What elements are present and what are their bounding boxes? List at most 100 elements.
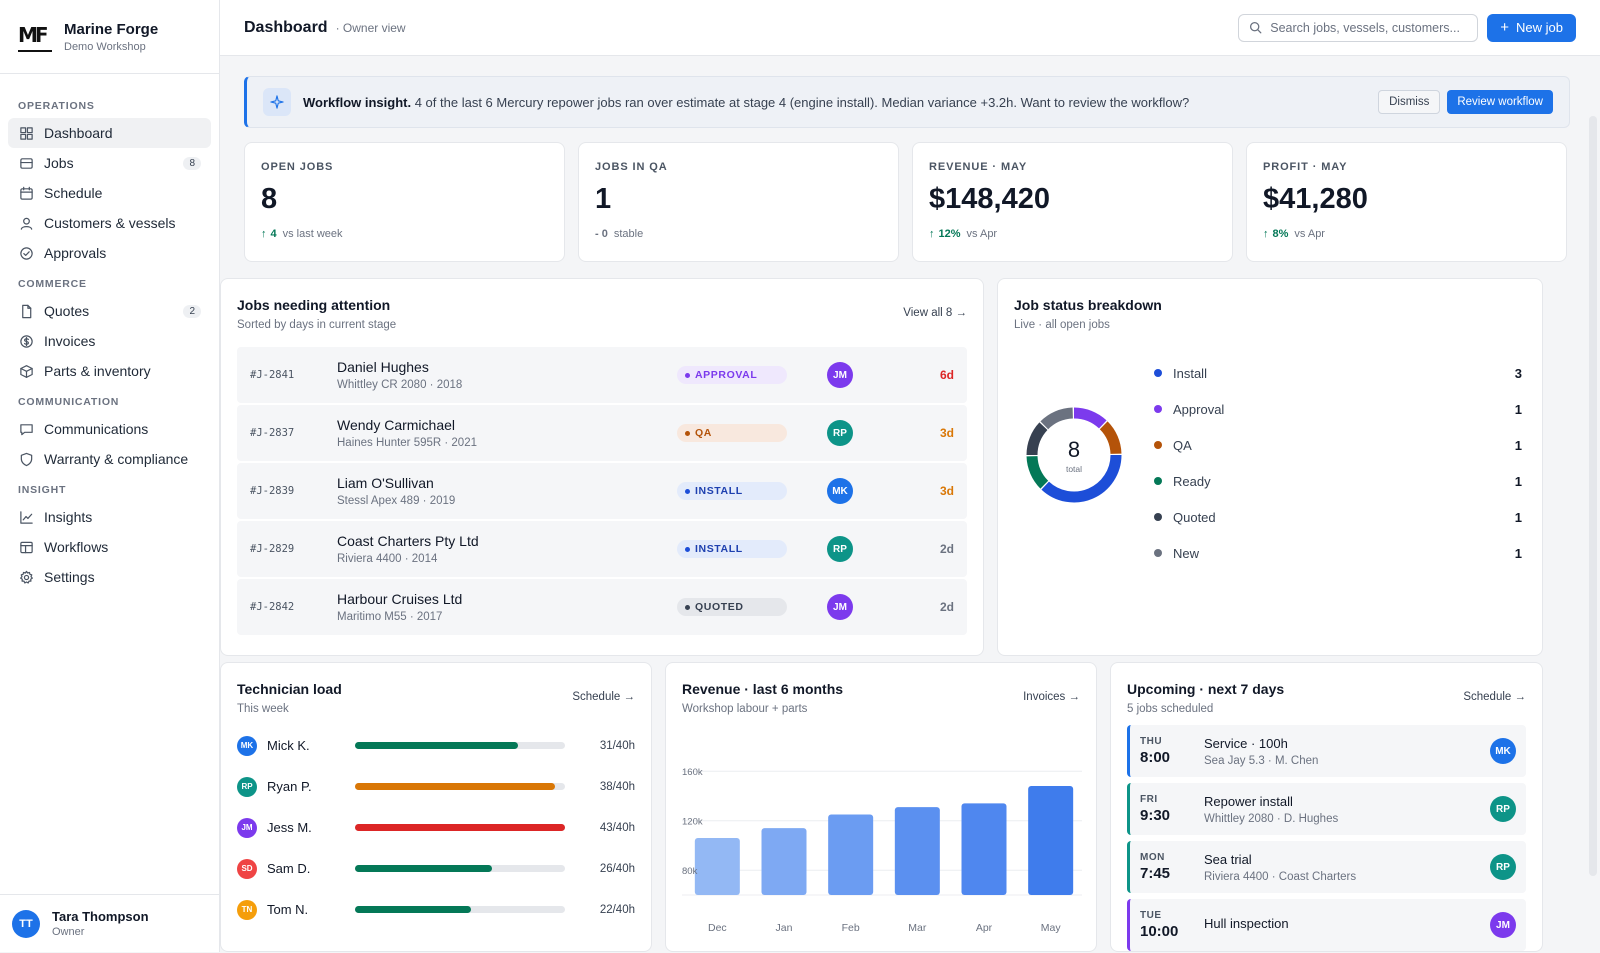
job-row[interactable]: #J-2842 Harbour Cruises Ltd Maritimo M55 ·… bbox=[237, 579, 967, 635]
card-title: Jobs needing attention bbox=[237, 297, 391, 313]
revenue-bar-feb[interactable] bbox=[828, 814, 874, 895]
load-bar bbox=[355, 906, 565, 913]
revenue-bar-apr[interactable] bbox=[961, 803, 1007, 895]
schedule-event[interactable]: TUE 10:00 Hull inspection JM bbox=[1127, 899, 1526, 951]
days-in-stage: 6d bbox=[939, 368, 954, 382]
avatar: MK bbox=[1490, 738, 1516, 764]
insight-title: Workflow insight. bbox=[303, 94, 412, 110]
sidebar-item-approvals[interactable]: Approvals bbox=[8, 238, 211, 268]
new-job-button[interactable]: + New job bbox=[1487, 13, 1576, 42]
job-row[interactable]: #J-2829 Coast Charters Pty Ltd Riviera 440… bbox=[237, 521, 967, 577]
sidebar-item-parts-inventory[interactable]: Parts & inventory bbox=[8, 356, 211, 386]
revenue-bar-dec[interactable] bbox=[694, 838, 740, 895]
user-profile[interactable]: TT Tara Thompson Owner bbox=[0, 894, 219, 952]
schedule-event[interactable]: MON 7:45 Sea trial Riviera 4400 · Coast Cha… bbox=[1127, 841, 1526, 893]
avatar: TT bbox=[12, 909, 40, 938]
donut-slice-ready[interactable] bbox=[1026, 455, 1049, 489]
job-row[interactable]: #J-2837 Wendy Carmichael Haines Hunter 595… bbox=[237, 405, 967, 461]
sidebar-nav: OPERATIONS Dashboard Jobs 8 Schedule Customer… bbox=[0, 74, 219, 592]
legend-item-qa[interactable]: QA 1 bbox=[1154, 427, 1522, 463]
card-title: Job status breakdown bbox=[1014, 297, 1162, 313]
donut-slice-approval[interactable] bbox=[1073, 407, 1107, 429]
invoices-link[interactable]: Invoices → bbox=[1023, 691, 1080, 703]
sidebar-item-label: Jobs bbox=[44, 155, 74, 171]
count-badge: 8 bbox=[183, 156, 201, 170]
technician-row[interactable]: TN Tom N. 22/40h bbox=[237, 889, 635, 930]
schedule-link[interactable]: Schedule → bbox=[1463, 691, 1526, 703]
user-role: Owner bbox=[52, 926, 85, 938]
sidebar-item-dashboard[interactable]: Dashboard bbox=[8, 118, 211, 148]
legend-label: Ready bbox=[1173, 473, 1211, 489]
job-info: Harbour Cruises Ltd Maritimo M55 · 2017 bbox=[337, 591, 677, 623]
avatar: JM bbox=[1490, 912, 1516, 938]
kpi-value: 8 bbox=[261, 183, 278, 215]
sidebar-item-workflows[interactable]: Workflows bbox=[8, 532, 211, 562]
event-subtitle: Riviera 4400 · Coast Charters bbox=[1204, 870, 1357, 883]
kpi-delta-value: - 0 bbox=[595, 228, 608, 240]
sidebar-item-customers-vessels[interactable]: Customers & vessels bbox=[8, 208, 211, 238]
sidebar-item-communications[interactable]: Communications bbox=[8, 414, 211, 444]
revenue-bar-may[interactable] bbox=[1028, 786, 1074, 895]
x-tick-label: Apr bbox=[976, 922, 993, 934]
job-row[interactable]: #J-2839 Liam O'Sullivan Stessl Apex 489 · … bbox=[237, 463, 967, 519]
scrollbar-thumb[interactable] bbox=[1589, 116, 1597, 876]
customer-name: Coast Charters Pty Ltd bbox=[337, 533, 479, 549]
technician-name: Ryan P. bbox=[267, 779, 312, 794]
job-row[interactable]: #J-2841 Daniel Hughes Whittley CR 2080 · 2… bbox=[237, 347, 967, 403]
y-tick-label: 120k bbox=[682, 817, 703, 828]
donut-slice-install[interactable] bbox=[1041, 454, 1122, 503]
event-info: Sea trial Riviera 4400 · Coast Charters bbox=[1204, 852, 1356, 883]
sidebar-item-quotes[interactable]: Quotes 2 bbox=[8, 296, 211, 326]
event-title: Hull inspection bbox=[1204, 915, 1289, 931]
sidebar-item-jobs[interactable]: Jobs 8 bbox=[8, 148, 211, 178]
event-day: MON bbox=[1140, 852, 1165, 863]
card-subtitle: Live · all open jobs bbox=[1014, 319, 1110, 331]
kpi-delta-number: - 0 bbox=[595, 228, 608, 240]
donut-slice-qa[interactable] bbox=[1099, 421, 1122, 455]
legend-label: Approval bbox=[1173, 401, 1225, 417]
legend-item-install[interactable]: Install 3 bbox=[1154, 355, 1522, 391]
load-bar bbox=[355, 783, 565, 790]
technician-row[interactable]: JM Jess M. 43/40h bbox=[237, 807, 635, 848]
technician-row[interactable]: MK Mick K. 31/40h bbox=[237, 725, 635, 766]
search-input[interactable]: Search jobs, vessels, customers... bbox=[1238, 13, 1479, 42]
status-badge: QA bbox=[677, 424, 787, 442]
legend-item-approval[interactable]: Approval 1 bbox=[1154, 391, 1522, 427]
schedule-link[interactable]: Schedule → bbox=[572, 691, 635, 703]
schedule-event[interactable]: THU 8:00 Service · 100h Sea Jay 5.3 · M. Ch… bbox=[1127, 725, 1526, 777]
kpi-label: REVENUE · MAY bbox=[929, 161, 1028, 173]
kpi-card[interactable]: JOBS IN QA 1 - 0 stable bbox=[578, 142, 899, 262]
technician-row[interactable]: SD Sam D. 26/40h bbox=[237, 848, 635, 889]
x-tick-label: Mar bbox=[908, 922, 927, 934]
sidebar-item-warranty-compliance[interactable]: Warranty & compliance bbox=[8, 444, 211, 474]
sidebar-item-settings[interactable]: Settings bbox=[8, 562, 211, 592]
scrollbar[interactable] bbox=[1584, 56, 1600, 952]
revenue-bar-jan[interactable] bbox=[761, 828, 807, 895]
donut-slice-quoted[interactable] bbox=[1026, 422, 1048, 456]
legend-item-new[interactable]: New 1 bbox=[1154, 535, 1522, 571]
sidebar-item-insights[interactable]: Insights bbox=[8, 502, 211, 532]
kpi-delta-number: 4 bbox=[270, 228, 277, 240]
schedule-event[interactable]: FRI 9:30 Repower install Whittley 2080 · D.… bbox=[1127, 783, 1526, 835]
sidebar-item-label: Warranty & compliance bbox=[44, 451, 189, 467]
legend-item-quoted[interactable]: Quoted 1 bbox=[1154, 499, 1522, 535]
avatar: TN bbox=[237, 899, 257, 920]
technician-name: Jess M. bbox=[267, 820, 312, 835]
legend-item-ready[interactable]: Ready 1 bbox=[1154, 463, 1522, 499]
kpi-card[interactable]: REVENUE · MAY $148,420 ↑ 12% vs Apr bbox=[912, 142, 1233, 262]
vessel-info: Riviera 4400 · 2014 bbox=[337, 553, 438, 565]
kpi-card[interactable]: PROFIT · MAY $41,280 ↑ 8% vs Apr bbox=[1246, 142, 1567, 262]
kpi-card[interactable]: OPEN JOBS 8 ↑ 4 vs last week bbox=[244, 142, 565, 262]
sidebar-item-schedule[interactable]: Schedule bbox=[8, 178, 211, 208]
technician-row[interactable]: RP Ryan P. 38/40h bbox=[237, 766, 635, 807]
job-id: #J-2842 bbox=[250, 601, 295, 613]
review-workflow-button[interactable]: Review workflow bbox=[1447, 90, 1553, 114]
document-icon bbox=[18, 303, 34, 319]
view-all-link[interactable]: View all 8 → bbox=[903, 307, 967, 319]
card-subtitle: This week bbox=[237, 703, 289, 715]
sidebar-item-invoices[interactable]: Invoices bbox=[8, 326, 211, 356]
donut-slice-new[interactable] bbox=[1040, 407, 1074, 430]
dismiss-button[interactable]: Dismiss bbox=[1378, 90, 1441, 114]
brand[interactable]: MF Marine Forge Demo Workshop bbox=[0, 0, 219, 74]
revenue-bar-mar[interactable] bbox=[894, 807, 940, 895]
